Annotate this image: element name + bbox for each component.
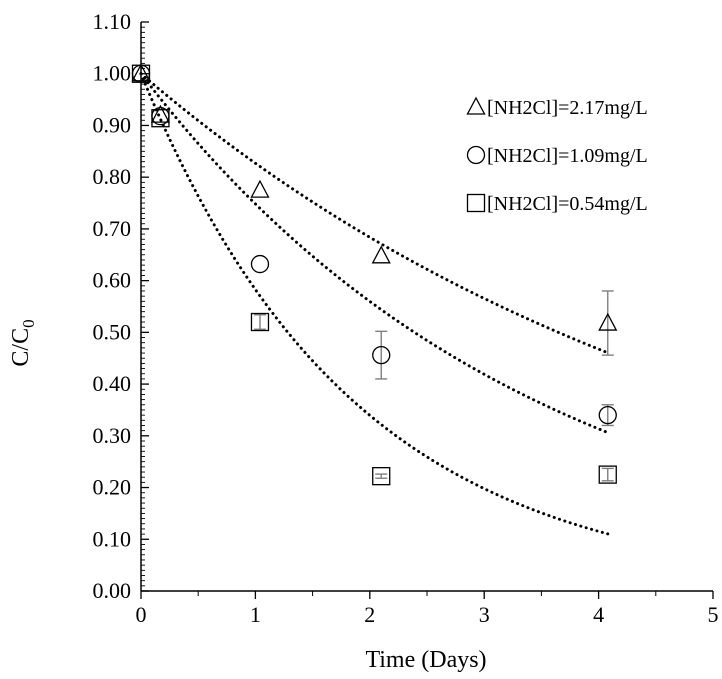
svg-text:C/C0: C/C0 bbox=[8, 319, 38, 366]
error-bar bbox=[601, 467, 614, 482]
legend-marker-triangle bbox=[466, 96, 486, 115]
error-bar bbox=[253, 314, 266, 330]
data-point-square bbox=[250, 312, 270, 332]
y-tick-label: 0.70 bbox=[93, 216, 132, 241]
x-tick-label: 3 bbox=[479, 602, 490, 627]
legend-label: [NH2Cl]=0.54mg/L bbox=[487, 193, 648, 215]
x-tick-label: 1 bbox=[250, 602, 261, 627]
error-bar bbox=[375, 330, 388, 380]
error-bar bbox=[601, 404, 614, 427]
y-tick-label: 1.10 bbox=[93, 9, 132, 34]
y-tick-label: 0.00 bbox=[93, 578, 132, 603]
error-bars bbox=[253, 290, 614, 482]
fit-curve-1 bbox=[139, 72, 610, 355]
y-tick-label: 0.50 bbox=[93, 319, 132, 344]
y-tick-label: 0.10 bbox=[93, 526, 132, 551]
fit-curve-3 bbox=[139, 72, 610, 536]
x-axis-title: Time (Days) bbox=[365, 647, 486, 673]
axes bbox=[140, 21, 714, 599]
legend-marker-square bbox=[466, 193, 486, 213]
data-point-triangle bbox=[371, 245, 391, 264]
x-tick-label: 2 bbox=[364, 602, 375, 627]
legend: [NH2Cl]=2.17mg/L [NH2Cl]=1.09mg/L [NH2Cl]=… bbox=[466, 96, 648, 215]
data-point-triangle bbox=[250, 179, 270, 198]
data-point-square bbox=[372, 467, 391, 486]
y-tick-label: 1.00 bbox=[93, 61, 132, 86]
error-bar bbox=[601, 290, 614, 356]
data-point-triangle bbox=[598, 312, 618, 331]
legend-label: [NH2Cl]=1.09mg/L bbox=[487, 145, 648, 167]
x-tick-label: 0 bbox=[136, 602, 147, 627]
x-tick-label: 4 bbox=[593, 602, 604, 627]
error-bar bbox=[375, 473, 388, 479]
y-axis-title-sub: 0 bbox=[19, 319, 38, 328]
data-point-circle bbox=[372, 345, 391, 365]
data-point-circle bbox=[250, 254, 270, 274]
legend-marker-circle bbox=[466, 145, 486, 165]
data-point-circle bbox=[598, 405, 617, 425]
legend-label: [NH2Cl]=2.17mg/L bbox=[487, 97, 648, 119]
y-axis-title-main: C/C bbox=[8, 328, 34, 367]
fit-curve-2 bbox=[139, 72, 610, 435]
y-tick-label: 0.60 bbox=[93, 268, 132, 293]
y-tick-label: 0.80 bbox=[93, 164, 132, 189]
y-tick-label: 0.90 bbox=[93, 112, 132, 137]
data-point-triangle bbox=[150, 104, 171, 123]
x-tick-label: 5 bbox=[708, 602, 719, 627]
y-tick-label: 0.30 bbox=[93, 423, 132, 448]
tick-labels: 0.00 0.10 0.20 0.30 0.40 0.50 0.60 0.70 0.80 0.90… bbox=[93, 9, 719, 627]
data-point-square bbox=[151, 109, 170, 128]
fit-curves bbox=[139, 72, 610, 536]
y-tick-label: 0.20 bbox=[93, 475, 132, 500]
y-tick-label: 0.40 bbox=[93, 371, 132, 396]
y-axis-title: C/C0 bbox=[8, 319, 38, 366]
data-point-square bbox=[598, 465, 617, 484]
